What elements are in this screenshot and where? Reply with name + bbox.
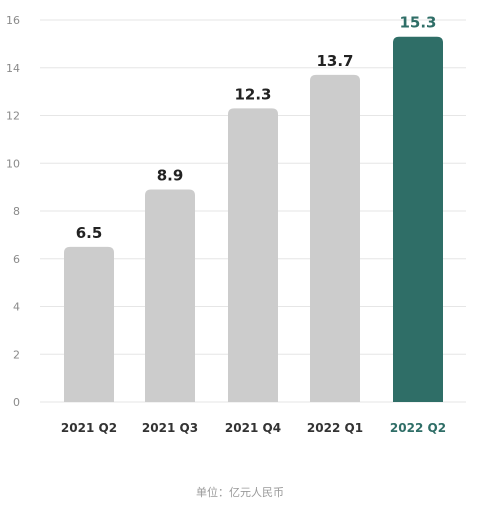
y-tick-label: 0	[13, 396, 20, 409]
y-tick-label: 14	[6, 62, 20, 75]
value-label: 12.3	[234, 85, 271, 103]
unit-note: 单位：亿元人民币	[196, 486, 284, 499]
y-tick-label: 4	[13, 301, 20, 314]
value-label: 8.9	[157, 167, 184, 185]
value-labels: 6.5 8.9 12.3 13.7 15.3	[76, 14, 437, 242]
y-tick-label: 16	[6, 14, 20, 27]
y-tick-label: 8	[13, 205, 20, 218]
x-axis-ticks: 2021 Q2 2021 Q3 2021 Q4 2022 Q1 2022 Q2	[61, 421, 446, 435]
bars	[64, 36, 443, 403]
x-tick-label: 2021 Q3	[142, 421, 198, 435]
y-tick-label: 10	[6, 157, 20, 170]
y-tick-label: 12	[6, 110, 20, 123]
y-tick-label: 6	[13, 253, 20, 266]
x-tick-label: 2022 Q1	[307, 421, 363, 435]
x-tick-label: 2022 Q2	[390, 421, 446, 435]
y-tick-label: 2	[13, 348, 20, 361]
bar	[310, 74, 360, 402]
bar	[64, 246, 114, 402]
bar	[393, 36, 443, 403]
value-label: 6.5	[76, 224, 103, 242]
bar	[145, 189, 195, 402]
y-axis-ticks: 0 2 4 6 8 10 12 14 16	[6, 14, 20, 409]
value-label: 15.3	[399, 14, 436, 32]
value-label: 13.7	[316, 52, 353, 70]
bar	[228, 108, 278, 403]
x-tick-label: 2021 Q2	[61, 421, 117, 435]
x-tick-label: 2021 Q4	[225, 421, 281, 435]
